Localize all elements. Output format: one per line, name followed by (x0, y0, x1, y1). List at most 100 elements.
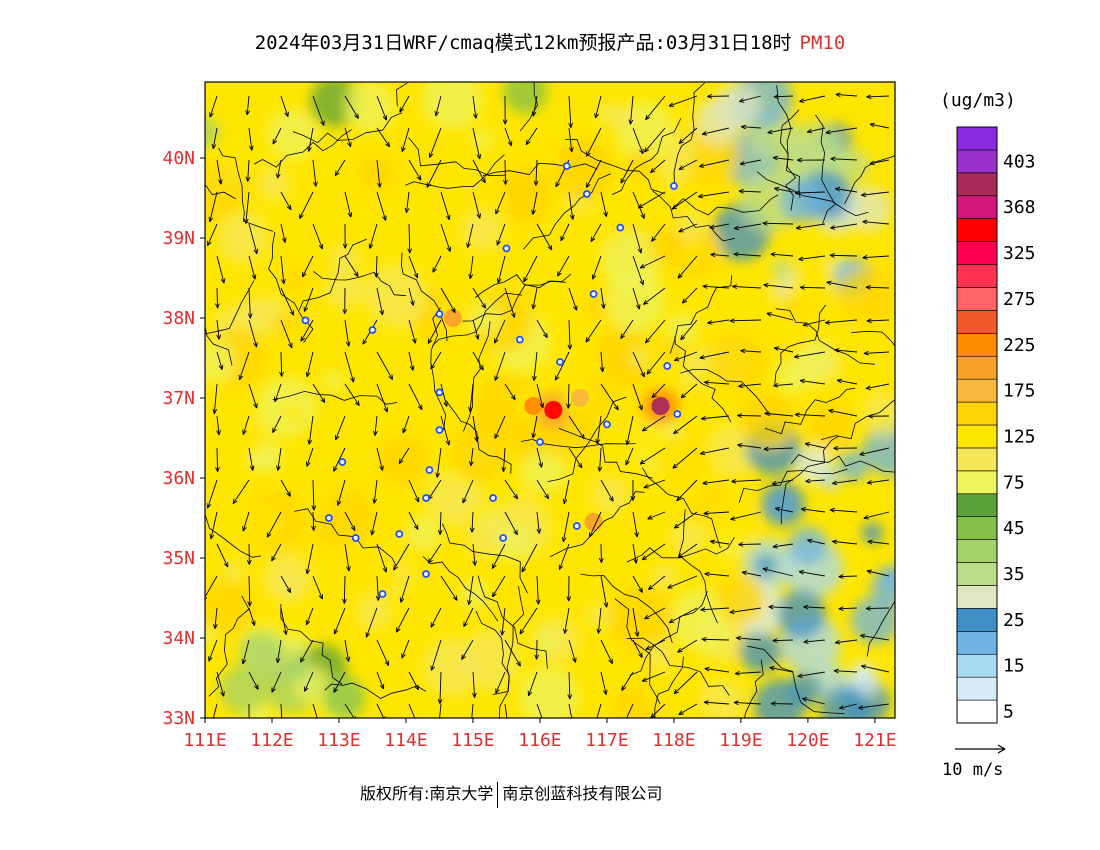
admin-boundaries (205, 82, 895, 718)
wind-arrow (280, 95, 289, 117)
wind-arrowhead (284, 111, 289, 117)
colorbar-swatch (956, 401, 998, 426)
wind-arrowhead (401, 653, 406, 659)
wind-arrowhead (707, 94, 713, 99)
wind-arrowhead (700, 415, 707, 421)
wind-arrowhead (476, 154, 482, 160)
wind-arrow (248, 287, 251, 319)
wind-arrowhead (398, 458, 404, 464)
wind-arrow (858, 703, 890, 709)
wind-arrowhead (320, 397, 326, 403)
wind-arrow (532, 95, 538, 117)
wind-arrowhead (446, 246, 452, 252)
wind-arrowhead (525, 139, 531, 146)
wind-arrowhead (802, 322, 808, 327)
wind-arrow (796, 223, 826, 229)
wind-arrow (428, 479, 442, 500)
wind-arrowhead (216, 430, 221, 436)
wind-arrowhead (709, 539, 716, 545)
wind-arrow (799, 571, 826, 577)
wind-arrow (494, 319, 506, 344)
city-station-marker (572, 522, 581, 530)
hotspot-core (524, 397, 543, 415)
wind-arrow (408, 703, 416, 718)
wind-arrowhead (333, 687, 339, 693)
wind-arrow (596, 415, 602, 444)
wind-arrow (536, 479, 549, 499)
wind-arrow (337, 479, 346, 506)
wind-arrow (393, 543, 410, 571)
wind-arrowhead (502, 119, 508, 125)
wind-arrowhead (435, 472, 441, 478)
wind-arrow (869, 159, 890, 165)
wind-arrowhead (217, 179, 223, 185)
lat-tick-label: 34N (162, 628, 195, 649)
city-station-marker (368, 326, 377, 334)
wind-arrow (209, 191, 218, 223)
colorbar-swatch (956, 355, 998, 380)
wind-arrowhead (869, 160, 875, 166)
wind-arrow (440, 223, 451, 252)
wind-arrow (472, 415, 478, 442)
wind-arrow (671, 191, 698, 210)
wind-arrow (668, 95, 698, 107)
wind-arrow (371, 511, 378, 536)
wind-arrow (212, 703, 218, 718)
wind-arrowhead (209, 112, 214, 118)
wind-arrow (302, 255, 314, 278)
city-station-marker (325, 514, 333, 522)
city-station-marker (616, 223, 625, 232)
wind-arrowhead (832, 539, 838, 545)
wind-arrow (862, 221, 890, 225)
wind-arrowhead (411, 338, 417, 344)
wind-arrow (399, 95, 410, 113)
wind-arrow (467, 223, 474, 248)
wind-arrowhead (703, 700, 709, 705)
wind-arrow (216, 543, 229, 568)
concentration-field (205, 82, 895, 718)
lat-tick-label: 35N (162, 548, 195, 569)
wind-arrowhead (410, 300, 415, 306)
wind-arrow (376, 95, 387, 121)
wind-arrowhead (253, 248, 259, 255)
wind-arrow (678, 127, 698, 144)
colorbar-frame (956, 126, 998, 724)
colorbar-label: 225 (1003, 335, 1036, 356)
wind-arrow (682, 287, 698, 304)
colorbar-label: 403 (1003, 151, 1036, 172)
wind-arrowhead (732, 284, 738, 290)
wind-arrow (248, 319, 258, 348)
wind-arrowhead (543, 332, 548, 339)
wind-arrowhead (700, 607, 706, 612)
wind-arrow (212, 127, 218, 149)
city-station-marker (673, 410, 682, 418)
hotspot-core (571, 389, 590, 407)
wind-arrow (312, 223, 323, 250)
wind-arrowhead (630, 495, 636, 501)
wind-arrowhead (250, 620, 256, 626)
wind-arrow (799, 95, 826, 102)
wind-arrowhead (527, 690, 533, 697)
wind-arrow (701, 127, 730, 135)
wind-arrow (700, 607, 730, 611)
wind-arrow (376, 543, 387, 573)
wind-arrowhead (769, 666, 775, 671)
city-station-marker (670, 182, 678, 190)
wind-arrowhead (279, 371, 284, 377)
wind-arrowhead (212, 408, 218, 414)
wind-arrowhead (797, 673, 803, 679)
wind-arrow (402, 415, 410, 434)
wind-arrow (863, 511, 890, 519)
colorbar-swatch (956, 287, 998, 311)
wind-arrow (632, 575, 643, 593)
wind-arrow (739, 95, 762, 102)
wind-arrowhead (643, 147, 650, 153)
wind-arrow (426, 159, 442, 188)
wind-arrowhead (770, 252, 776, 257)
colorbar-swatch (956, 447, 998, 472)
wind-arrow (645, 639, 666, 650)
wind-arrow (668, 607, 698, 624)
colorbar-swatch (956, 195, 998, 219)
wind-arrowhead (494, 375, 499, 381)
wind-arrowhead (838, 606, 844, 612)
